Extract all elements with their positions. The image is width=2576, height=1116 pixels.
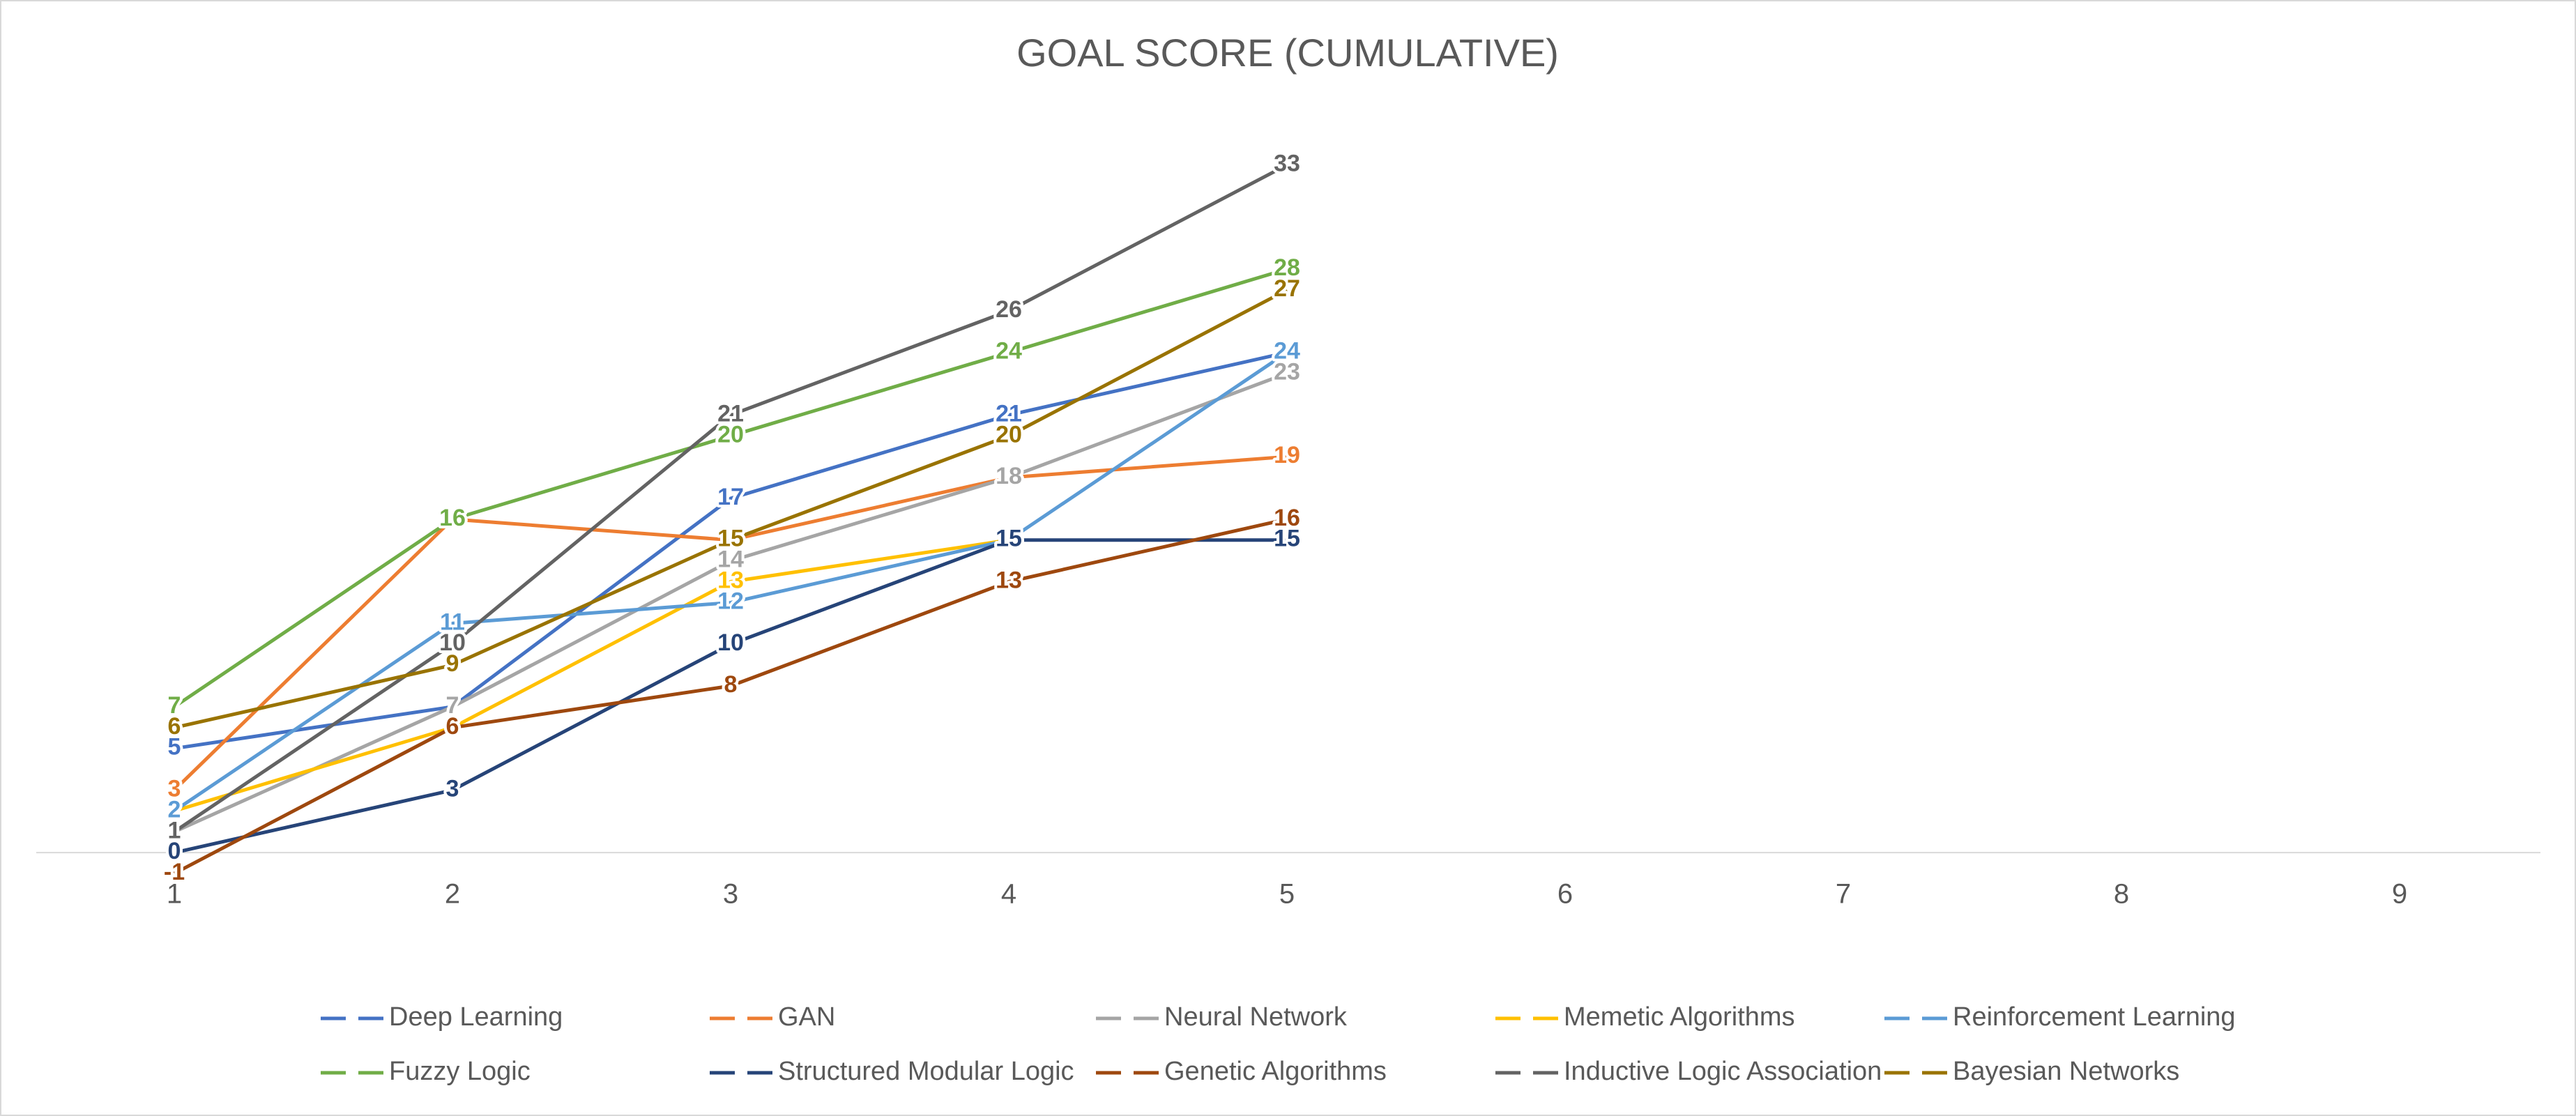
data-label: 26: [996, 296, 1022, 323]
data-label: 20: [717, 421, 744, 448]
x-tick-label: 5: [1279, 879, 1295, 910]
data-label: 19: [1274, 442, 1300, 468]
data-label: 14: [717, 546, 744, 573]
legend-label: Genetic Algorithms: [1164, 1057, 1387, 1086]
series-line: [173, 517, 1288, 876]
data-label: 3: [168, 775, 181, 802]
data-label: 8: [724, 671, 738, 698]
data-label: 11: [440, 609, 465, 635]
data-label: 7: [446, 692, 459, 719]
data-label: 17: [717, 484, 744, 510]
data-label: 5: [168, 734, 181, 760]
legend-label: Memetic Algorithms: [1564, 1002, 1795, 1032]
legend-label: Inductive Logic Association: [1564, 1057, 1882, 1086]
data-label: 18: [996, 463, 1022, 489]
data-label: 6: [446, 713, 459, 740]
legend-label: Structured Modular Logic: [778, 1057, 1074, 1086]
series-line: [174, 351, 1288, 751]
data-label: 18: [996, 463, 1022, 489]
x-tick-label: 3: [723, 879, 738, 910]
data-label: 27: [1274, 275, 1300, 302]
legend-label: Bayesian Networks: [1953, 1057, 2179, 1086]
data-label: 6: [446, 713, 459, 740]
data-label: 1: [168, 817, 181, 843]
legend-label: Neural Network: [1164, 1002, 1348, 1032]
data-label: 10: [439, 629, 466, 656]
data-label: 23: [1274, 359, 1300, 385]
x-tick-label: 8: [2114, 879, 2129, 910]
data-label: 20: [996, 421, 1022, 448]
data-label: 2: [168, 796, 181, 823]
data-label: -1: [164, 859, 185, 885]
data-label: 15: [996, 526, 1022, 552]
data-label: 16: [439, 505, 466, 531]
data-label: 10: [717, 629, 744, 656]
data-label: 7: [168, 692, 181, 719]
data-label: 24: [1274, 338, 1300, 365]
data-label: 24: [996, 338, 1022, 365]
series-line: [174, 288, 1288, 730]
data-label: 15: [717, 526, 744, 552]
legend-label: GAN: [778, 1002, 835, 1032]
data-label: 9: [446, 650, 459, 677]
data-label: 15: [996, 526, 1022, 552]
data-label: 21: [717, 400, 744, 427]
data-label: 6: [168, 713, 181, 740]
legend-label: Fuzzy Logic: [389, 1057, 531, 1086]
data-label: 16: [439, 505, 466, 531]
data-label: 15: [717, 526, 744, 552]
x-tick-label: 1: [167, 879, 182, 910]
series-line: [173, 267, 1288, 708]
data-label: 0: [168, 838, 181, 864]
data-label: 15: [996, 526, 1022, 552]
data-label: 13: [717, 567, 744, 594]
chart-title: GOAL SCORE (CUMULATIVE): [1016, 31, 1559, 75]
data-label: 21: [996, 400, 1022, 427]
data-label: 28: [1274, 254, 1300, 281]
x-tick-label: 4: [1001, 879, 1016, 910]
x-tick-label: 6: [1557, 879, 1573, 910]
data-label: 12: [717, 588, 744, 614]
data-label: 1: [168, 817, 181, 843]
series-line: [173, 163, 1288, 834]
data-label: 2: [168, 796, 181, 823]
legend-label: Reinforcement Learning: [1953, 1002, 2236, 1032]
data-label: 7: [446, 692, 459, 719]
data-label: 15: [1274, 526, 1300, 552]
data-label: 24: [1274, 338, 1300, 365]
data-label: 16: [1274, 505, 1300, 531]
series-line: [174, 538, 1287, 855]
data-label: 3: [446, 775, 459, 802]
data-label: 13: [996, 567, 1022, 594]
data-label: 33: [1274, 151, 1300, 177]
x-tick-label: 2: [445, 879, 460, 910]
x-tick-label: 9: [2392, 879, 2407, 910]
series-line: [174, 538, 1009, 813]
legend-label: Deep Learning: [389, 1002, 563, 1032]
x-tick-label: 7: [1836, 879, 1851, 910]
series-line: [173, 372, 1288, 834]
